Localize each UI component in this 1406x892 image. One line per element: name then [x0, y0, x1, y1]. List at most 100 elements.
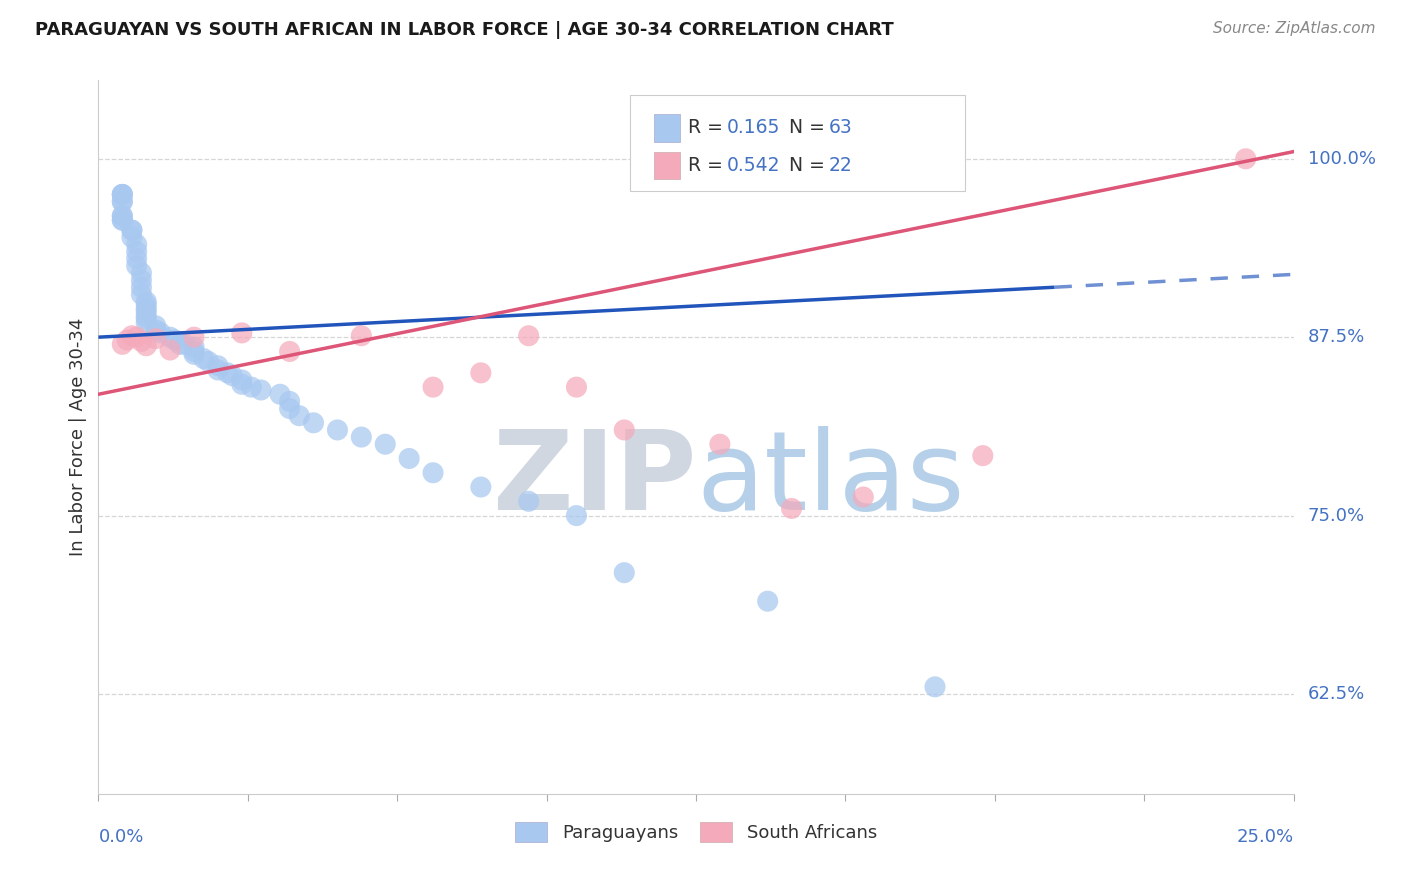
Point [145, 332, 167, 346]
Point [193, 351, 215, 366]
Point [159, 330, 181, 344]
Point [145, 318, 167, 333]
Point [135, 301, 157, 316]
Point [135, 316, 157, 330]
Text: 87.5%: 87.5% [1308, 328, 1365, 346]
Point [183, 344, 205, 359]
Point [111, 187, 134, 202]
Text: 0.165: 0.165 [727, 119, 780, 137]
Point [374, 437, 396, 451]
Point [250, 383, 273, 397]
Point [422, 466, 444, 480]
Text: R =: R = [688, 156, 728, 175]
Point [302, 416, 325, 430]
Point [709, 437, 731, 451]
Point [111, 213, 134, 227]
Point [111, 194, 134, 209]
Point [852, 490, 875, 504]
Point [565, 380, 588, 394]
Text: 100.0%: 100.0% [1308, 150, 1376, 168]
Text: N =: N = [789, 156, 831, 175]
Point [517, 328, 540, 343]
Point [121, 328, 143, 343]
Point [145, 323, 167, 337]
Legend: Paraguayans, South Africans: Paraguayans, South Africans [508, 814, 884, 849]
Point [207, 363, 229, 377]
Point [131, 280, 153, 294]
Point [115, 333, 138, 347]
Point [135, 304, 157, 318]
Point [350, 328, 373, 343]
Point [163, 333, 186, 347]
Point [121, 223, 143, 237]
Text: 25.0%: 25.0% [1236, 828, 1294, 847]
Point [231, 377, 253, 392]
Point [207, 359, 229, 373]
Point [135, 309, 157, 323]
Point [111, 209, 134, 223]
Point [125, 252, 148, 266]
Text: 0.0%: 0.0% [98, 828, 143, 847]
Text: 62.5%: 62.5% [1308, 685, 1365, 703]
Point [125, 259, 148, 273]
Text: Source: ZipAtlas.com: Source: ZipAtlas.com [1212, 21, 1375, 37]
FancyBboxPatch shape [654, 153, 681, 179]
Point [121, 230, 143, 244]
Text: 0.542: 0.542 [727, 156, 780, 175]
Y-axis label: In Labor Force | Age 30-34: In Labor Force | Age 30-34 [69, 318, 87, 557]
Point [924, 680, 946, 694]
Point [121, 223, 143, 237]
Point [565, 508, 588, 523]
Point [135, 297, 157, 311]
Point [221, 368, 243, 383]
Point [131, 273, 153, 287]
Text: 63: 63 [828, 119, 852, 137]
Point [1234, 152, 1257, 166]
Text: N =: N = [789, 119, 831, 137]
Point [780, 501, 803, 516]
Point [111, 337, 134, 351]
Point [111, 187, 134, 202]
Point [111, 194, 134, 209]
Point [756, 594, 779, 608]
Point [173, 337, 195, 351]
FancyBboxPatch shape [654, 114, 681, 142]
Point [197, 354, 219, 368]
Text: ZIP: ZIP [492, 426, 696, 533]
Point [231, 326, 253, 340]
Point [288, 409, 311, 423]
Point [278, 394, 301, 409]
Point [135, 294, 157, 309]
Point [131, 287, 153, 301]
Point [149, 326, 172, 340]
Point [131, 334, 153, 349]
Text: atlas: atlas [696, 426, 965, 533]
Point [183, 347, 205, 361]
Point [111, 213, 134, 227]
Point [240, 380, 263, 394]
Point [470, 480, 492, 494]
FancyBboxPatch shape [630, 95, 965, 191]
Point [613, 566, 636, 580]
Point [422, 380, 444, 394]
Text: 22: 22 [828, 156, 852, 175]
Point [159, 343, 181, 357]
Point [269, 387, 291, 401]
Point [517, 494, 540, 508]
Point [470, 366, 492, 380]
Point [125, 244, 148, 259]
Point [183, 340, 205, 354]
Point [125, 237, 148, 252]
Point [111, 187, 134, 202]
Point [135, 311, 157, 326]
Point [131, 266, 153, 280]
Point [183, 330, 205, 344]
Point [326, 423, 349, 437]
Text: 75.0%: 75.0% [1308, 507, 1365, 524]
Point [278, 401, 301, 416]
Point [613, 423, 636, 437]
Point [135, 339, 157, 353]
Text: R =: R = [688, 119, 728, 137]
Point [169, 337, 191, 351]
Point [125, 330, 148, 344]
